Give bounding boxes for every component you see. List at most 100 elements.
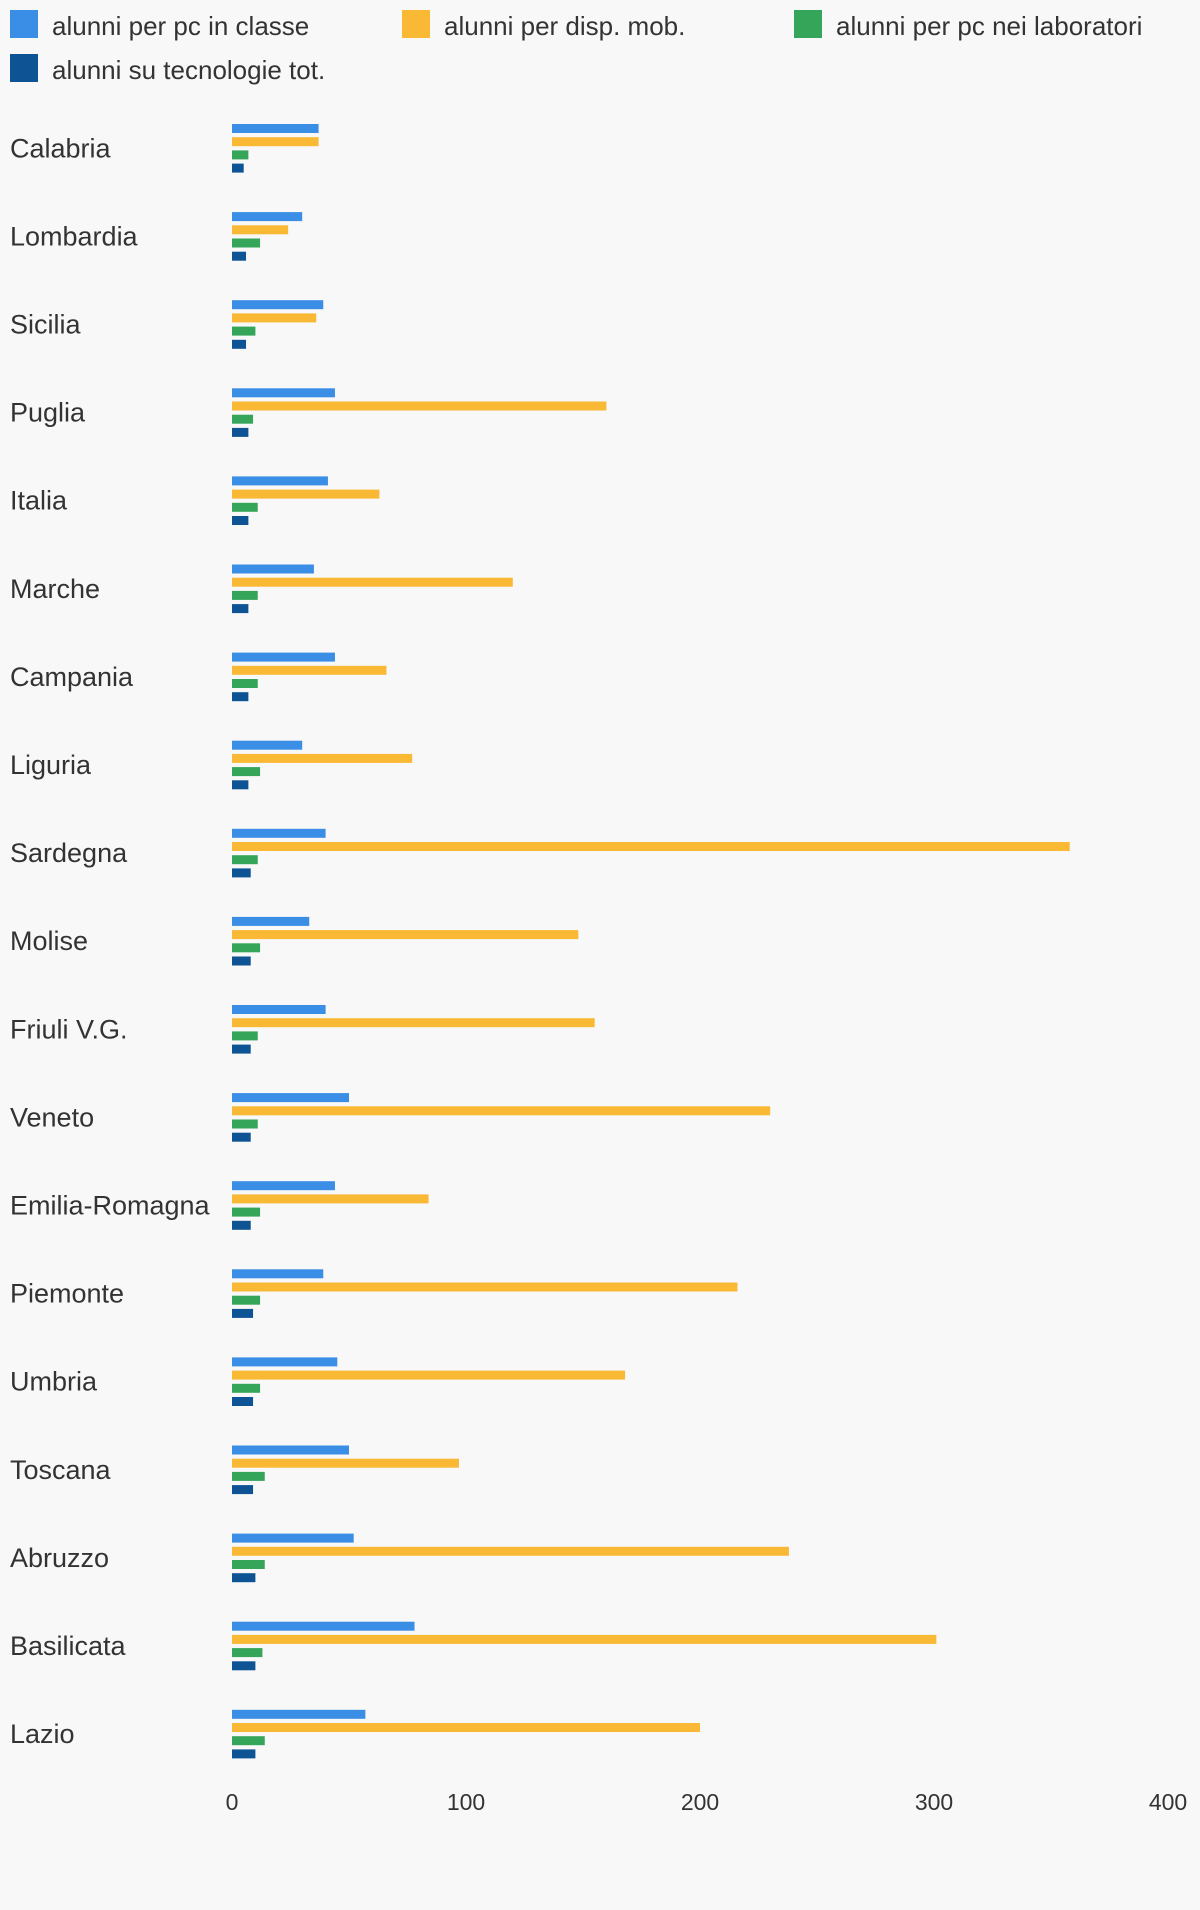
legend-item[interactable]: alunni per pc in classe [10,10,309,41]
bar[interactable] [232,956,251,966]
bar[interactable] [232,1736,265,1746]
bar[interactable] [232,1295,261,1305]
bar[interactable] [232,1005,326,1014]
bar[interactable] [232,1269,324,1279]
bar[interactable] [232,868,251,878]
bar[interactable] [232,1471,265,1481]
bar[interactable] [232,251,247,261]
bar[interactable] [232,1546,789,1556]
bar[interactable] [232,564,314,574]
category-label: Lombardia [10,221,139,251]
bar[interactable] [232,740,303,750]
bar[interactable] [232,1207,261,1217]
category-label: Sicilia [10,310,82,340]
bar[interactable] [232,1749,256,1759]
legend-item[interactable]: alunni per pc nei laboratori [794,10,1142,41]
bar[interactable] [232,124,319,133]
bar[interactable] [232,943,261,953]
bar[interactable] [232,679,258,688]
bar[interactable] [232,313,317,323]
bar[interactable] [232,1093,349,1103]
bar[interactable] [232,1357,338,1367]
bar[interactable] [232,1661,256,1671]
category-label: Emilia-Romagna [10,1191,211,1221]
bar[interactable] [232,1397,254,1406]
bar[interactable] [232,339,247,349]
bar[interactable] [232,225,289,235]
bars-group [232,124,1070,1759]
bar[interactable] [232,401,607,411]
bar[interactable] [232,163,244,173]
bar[interactable] [232,916,310,926]
bar[interactable] [232,842,1070,851]
bar[interactable] [232,930,579,940]
bar[interactable] [232,1018,595,1028]
bar-group [232,124,319,173]
bar[interactable] [232,476,328,486]
bar[interactable] [232,692,249,702]
bar[interactable] [232,828,326,838]
bar[interactable] [232,1621,415,1631]
bar[interactable] [232,855,258,865]
category-label: Umbria [10,1367,98,1397]
bar-group [232,828,1070,878]
bar[interactable] [232,1044,251,1054]
bar[interactable] [232,652,335,662]
bar[interactable] [232,577,513,587]
bar[interactable] [232,1485,254,1495]
bar[interactable] [232,604,249,614]
bar[interactable] [232,1648,263,1658]
bar[interactable] [232,1282,738,1292]
bar[interactable] [232,150,249,160]
x-tick-label: 0 [226,1789,239,1815]
bar[interactable] [232,502,258,512]
bar[interactable] [232,238,261,248]
bar[interactable] [232,212,303,222]
bar[interactable] [232,1723,700,1732]
bar[interactable] [232,1370,626,1380]
category-label: Toscana [10,1455,112,1485]
bar[interactable] [232,753,413,763]
bar[interactable] [232,137,319,147]
category-label: Abruzzo [10,1543,109,1573]
bar[interactable] [232,1220,251,1230]
bar[interactable] [232,1119,258,1129]
bar[interactable] [232,1634,937,1644]
category-label: Italia [10,486,68,516]
legend-item[interactable]: alunni per disp. mob. [402,10,685,41]
bar[interactable] [232,1106,771,1116]
bar[interactable] [232,1308,254,1318]
bar-group [232,1181,429,1230]
legend-swatch [402,10,430,38]
x-tick-label: 100 [447,1789,485,1815]
bar[interactable] [232,780,249,790]
bar[interactable] [232,427,249,437]
bar[interactable] [232,489,380,499]
bar[interactable] [232,1181,335,1191]
bar-group [232,476,380,525]
bar[interactable] [232,1573,256,1583]
bar[interactable] [232,516,249,525]
bar[interactable] [232,1132,251,1142]
bar[interactable] [232,1709,366,1719]
bar[interactable] [232,1458,459,1468]
legend-item[interactable]: alunni su tecnologie tot. [10,54,325,85]
category-label: Lazio [10,1719,75,1749]
bar[interactable] [232,767,261,777]
bar[interactable] [232,1031,258,1041]
bar[interactable] [232,326,256,336]
bar[interactable] [232,665,387,675]
bar-group [232,1709,700,1759]
bar[interactable] [232,300,324,310]
bar[interactable] [232,1445,349,1455]
bar[interactable] [232,1533,354,1543]
bar[interactable] [232,414,254,424]
bar[interactable] [232,388,335,398]
bar[interactable] [232,590,258,600]
bar[interactable] [232,1560,265,1569]
bar-group [232,564,513,614]
legend-label: alunni per pc in classe [52,11,309,41]
bar[interactable] [232,1383,261,1393]
bar[interactable] [232,1194,429,1204]
